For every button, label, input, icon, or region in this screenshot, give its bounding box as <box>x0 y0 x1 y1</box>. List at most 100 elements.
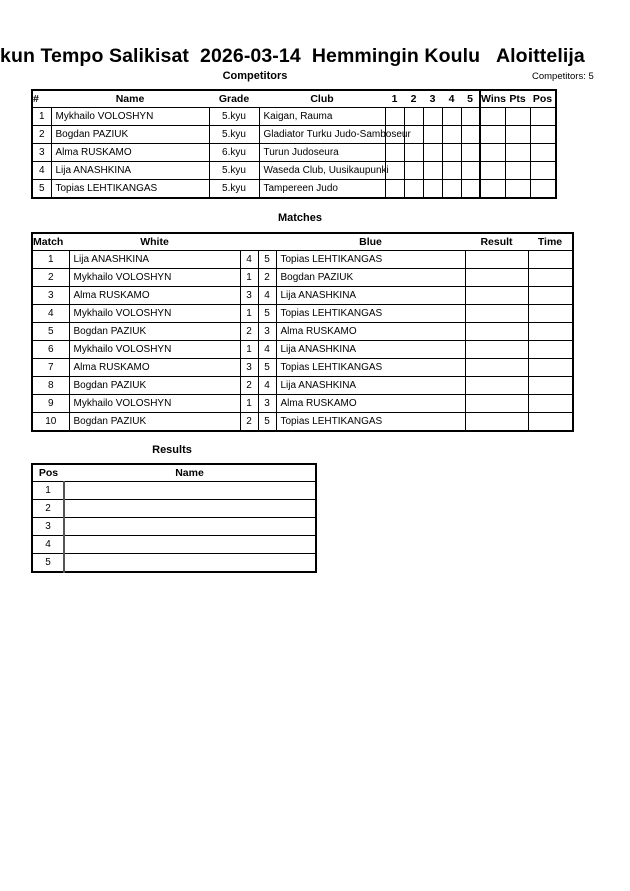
results-heading: Results <box>152 444 192 456</box>
result-name-cell[interactable] <box>63 535 317 554</box>
pos-cell[interactable] <box>529 107 557 126</box>
pts-cell[interactable] <box>504 179 531 199</box>
score-cell-3[interactable] <box>422 143 443 162</box>
result-name-cell[interactable] <box>63 553 317 573</box>
result-position: 2 <box>31 499 65 518</box>
pts-cell[interactable] <box>504 161 531 180</box>
result-cell[interactable] <box>464 286 529 305</box>
competitor-row: 5 Topias LEHTIKANGAS 5.kyu Tampereen Judo <box>31 179 557 199</box>
score-cell-2[interactable] <box>403 143 424 162</box>
score-cell-3[interactable] <box>422 107 443 126</box>
white-name: Alma RUSKAMO <box>68 286 241 305</box>
score-cell-3[interactable] <box>422 161 443 180</box>
competitor-name: Topias LEHTIKANGAS <box>50 179 210 199</box>
pos-cell[interactable] <box>529 161 557 180</box>
result-name-cell[interactable] <box>63 481 317 500</box>
time-cell[interactable] <box>527 394 574 413</box>
col-club: Club <box>259 90 385 108</box>
score-cell-4[interactable] <box>441 179 462 199</box>
score-cell-3[interactable] <box>422 179 443 199</box>
time-cell[interactable] <box>527 250 574 269</box>
white-number: 2 <box>239 412 259 432</box>
col-5: 5 <box>461 90 480 108</box>
col-3: 3 <box>423 90 442 108</box>
result-cell[interactable] <box>464 376 529 395</box>
score-cell-2[interactable] <box>403 179 424 199</box>
time-cell[interactable] <box>527 304 574 323</box>
score-cell-1[interactable] <box>384 179 405 199</box>
competitor-row: 1 Mykhailo VOLOSHYN 5.kyu Kaigan, Rauma <box>31 107 557 126</box>
white-name: Mykhailo VOLOSHYN <box>68 394 241 413</box>
pts-cell[interactable] <box>504 125 531 144</box>
white-name: Mykhailo VOLOSHYN <box>68 304 241 323</box>
result-cell[interactable] <box>464 412 529 432</box>
competitor-number: 5 <box>31 179 52 199</box>
time-cell[interactable] <box>527 412 574 432</box>
competitors-count: Competitors: 5 <box>532 71 594 82</box>
score-cell-3[interactable] <box>422 125 443 144</box>
score-cell-1[interactable] <box>384 107 405 126</box>
white-number: 1 <box>239 394 259 413</box>
blue-number: 4 <box>257 376 277 395</box>
score-cell-5[interactable] <box>460 161 481 180</box>
pos-cell[interactable] <box>529 179 557 199</box>
score-cell-2[interactable] <box>403 107 424 126</box>
score-cell-5[interactable] <box>460 107 481 126</box>
score-cell-5[interactable] <box>460 125 481 144</box>
match-row: 8 Bogdan PAZIUK 2 4 Lija ANASHKINA <box>31 376 574 395</box>
score-cell-2[interactable] <box>403 161 424 180</box>
competitor-club: Waseda Club, Uusikaupunki <box>258 161 389 180</box>
result-cell[interactable] <box>464 304 529 323</box>
score-cell-5[interactable] <box>460 179 481 199</box>
white-number: 1 <box>239 304 259 323</box>
competitor-grade: 5.kyu <box>208 107 260 126</box>
wins-cell[interactable] <box>479 143 506 162</box>
pos-cell[interactable] <box>529 143 557 162</box>
matches-header-row: Match White Blue Result Time <box>32 233 573 251</box>
score-cell-4[interactable] <box>441 143 462 162</box>
pts-cell[interactable] <box>504 143 531 162</box>
result-cell[interactable] <box>464 394 529 413</box>
blue-number: 3 <box>257 394 277 413</box>
match-row: 2 Mykhailo VOLOSHYN 1 2 Bogdan PAZIUK <box>31 268 574 287</box>
competitor-club: Kaigan, Rauma <box>258 107 386 126</box>
wins-cell[interactable] <box>479 161 506 180</box>
score-cell-5[interactable] <box>460 143 481 162</box>
col-name: Name <box>64 464 316 482</box>
result-name-cell[interactable] <box>63 517 317 536</box>
time-cell[interactable] <box>527 322 574 341</box>
result-cell[interactable] <box>464 268 529 287</box>
score-cell-4[interactable] <box>441 161 462 180</box>
result-cell[interactable] <box>464 340 529 359</box>
blue-number: 5 <box>257 304 277 323</box>
col-grade: Grade <box>209 90 259 108</box>
competitor-grade: 5.kyu <box>208 125 260 144</box>
time-cell[interactable] <box>527 286 574 305</box>
wins-cell[interactable] <box>479 125 506 144</box>
blue-name: Alma RUSKAMO <box>275 322 466 341</box>
pts-cell[interactable] <box>504 107 531 126</box>
time-cell[interactable] <box>527 268 574 287</box>
competitor-row: 4 Lija ANASHKINA 5.kyu Waseda Club, Uusikau… <box>31 161 557 180</box>
result-cell[interactable] <box>464 358 529 377</box>
time-cell[interactable] <box>527 376 574 395</box>
score-cell-1[interactable] <box>384 143 405 162</box>
pos-cell[interactable] <box>529 125 557 144</box>
col-4: 4 <box>442 90 461 108</box>
score-cell-4[interactable] <box>441 125 462 144</box>
result-cell[interactable] <box>464 322 529 341</box>
match-number: 9 <box>31 394 70 413</box>
wins-cell[interactable] <box>479 179 506 199</box>
match-number: 5 <box>31 322 70 341</box>
time-cell[interactable] <box>527 340 574 359</box>
blue-name: Topias LEHTIKANGAS <box>275 412 466 432</box>
result-name-cell[interactable] <box>63 499 317 518</box>
time-cell[interactable] <box>527 358 574 377</box>
wins-cell[interactable] <box>479 107 506 126</box>
col-match: Match <box>32 233 69 251</box>
competitor-row: 3 Alma RUSKAMO 6.kyu Turun Judoseura <box>31 143 557 162</box>
competitor-grade: 5.kyu <box>208 179 260 199</box>
blue-number: 3 <box>257 322 277 341</box>
result-cell[interactable] <box>464 250 529 269</box>
score-cell-4[interactable] <box>441 107 462 126</box>
